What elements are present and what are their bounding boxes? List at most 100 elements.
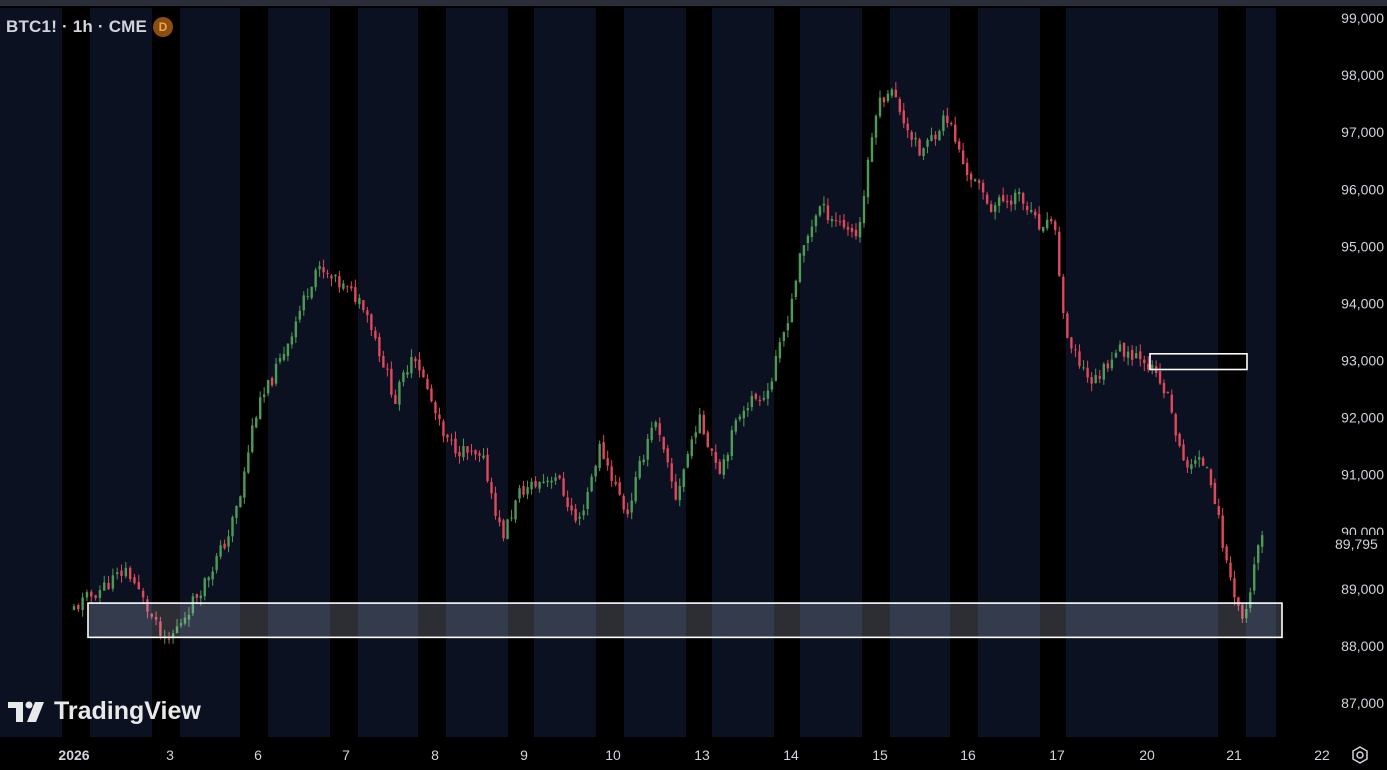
tradingview-watermark: TradingView: [8, 697, 201, 726]
candle-body: [954, 124, 957, 142]
candle-body: [362, 300, 365, 310]
candle-body: [306, 296, 309, 298]
candle-body: [458, 452, 461, 457]
candle-body: [566, 497, 569, 508]
candle-body: [1001, 195, 1005, 202]
resistance-box[interactable]: [1149, 352, 1248, 371]
candle-body: [838, 221, 842, 223]
candle-body: [1257, 545, 1260, 563]
candle-body: [842, 219, 846, 228]
candle-body: [175, 626, 179, 634]
candle-body: [438, 414, 441, 420]
candle-body: [726, 454, 730, 462]
candle-body: [215, 556, 218, 571]
candle-body: [774, 356, 778, 381]
candle-body: [274, 363, 278, 384]
candle-body: [410, 357, 413, 374]
candle-body: [810, 226, 814, 238]
candle-body: [1062, 276, 1065, 314]
candle-body: [834, 220, 838, 222]
candle-body: [918, 139, 921, 156]
candle-body: [902, 110, 905, 124]
candle-body: [746, 408, 750, 411]
y-tick-label: 87,000: [1341, 695, 1384, 711]
candle-body: [72, 606, 76, 610]
candle-body: [806, 236, 810, 244]
candle-body: [1147, 363, 1150, 370]
candle-body: [502, 520, 505, 539]
candle-body: [1033, 211, 1037, 216]
candle-body: [266, 380, 270, 394]
x-tick-label: 22: [1314, 747, 1330, 763]
candle-body: [654, 421, 657, 428]
candle-body: [698, 414, 701, 434]
candle-body: [478, 453, 481, 456]
candle-body: [782, 332, 786, 342]
candle-body: [470, 450, 473, 452]
y-tick-label: 93,000: [1341, 353, 1384, 369]
candle-body: [342, 283, 345, 289]
candle-body: [482, 455, 485, 458]
candle-body: [910, 132, 913, 140]
gear-icon[interactable]: [1350, 745, 1370, 765]
candle-body: [247, 452, 250, 473]
candle-body: [1158, 371, 1162, 384]
candle-body: [1241, 604, 1244, 619]
candle-body: [554, 477, 557, 481]
candle-body: [486, 454, 489, 482]
candle-body: [382, 355, 385, 368]
candle-body: [722, 459, 726, 475]
candle-body: [1082, 367, 1085, 369]
candle-body: [350, 286, 353, 289]
candle-body: [514, 500, 517, 520]
candle-body: [282, 354, 286, 360]
candle-body: [310, 286, 313, 298]
x-tick-label: 6: [254, 747, 262, 763]
candle-body: [103, 582, 106, 591]
candle-body: [534, 481, 537, 487]
candle-body: [1178, 433, 1181, 446]
candle-body: [1038, 213, 1041, 230]
candle-body: [286, 343, 290, 357]
y-tick-label: 96,000: [1341, 181, 1384, 197]
x-tick-label: 7: [342, 747, 350, 763]
session-band: [534, 8, 596, 737]
candle-body: [183, 617, 187, 624]
candle-body: [898, 99, 901, 113]
candle-body: [1260, 535, 1264, 547]
candle-body: [882, 97, 886, 103]
candle-body: [961, 150, 965, 165]
candle-body: [690, 439, 693, 457]
x-tick-label: 13: [694, 747, 710, 763]
candle-body: [874, 115, 878, 138]
candle-body: [1118, 344, 1122, 352]
candle-body: [1098, 376, 1101, 379]
session-band: [624, 8, 686, 737]
delayed-badge[interactable]: D: [153, 17, 174, 37]
candle-body: [938, 130, 941, 141]
candle-body: [542, 481, 545, 483]
candle-body: [235, 505, 238, 518]
demand-zone-box[interactable]: [87, 602, 1283, 639]
candle-body: [750, 395, 754, 408]
candle-body: [950, 123, 953, 125]
tradingview-logo-icon: [8, 699, 48, 725]
candle-body: [770, 381, 774, 390]
candle-body: [370, 314, 373, 331]
candle-body: [510, 517, 513, 519]
candle-body: [326, 273, 329, 275]
session-band: [446, 8, 508, 737]
candle-body: [1126, 351, 1130, 358]
candle-body: [1066, 313, 1069, 338]
candle-body: [98, 590, 102, 598]
candle-body: [626, 509, 629, 515]
candle-body: [526, 487, 529, 495]
candle-body: [973, 179, 977, 182]
candle-body: [850, 228, 854, 232]
symbol-header[interactable]: BTC1! · 1h · CME D: [6, 17, 174, 37]
candle-body: [243, 471, 246, 498]
candle-body: [993, 205, 997, 212]
candle-body: [203, 578, 206, 597]
candle-body: [450, 439, 453, 441]
